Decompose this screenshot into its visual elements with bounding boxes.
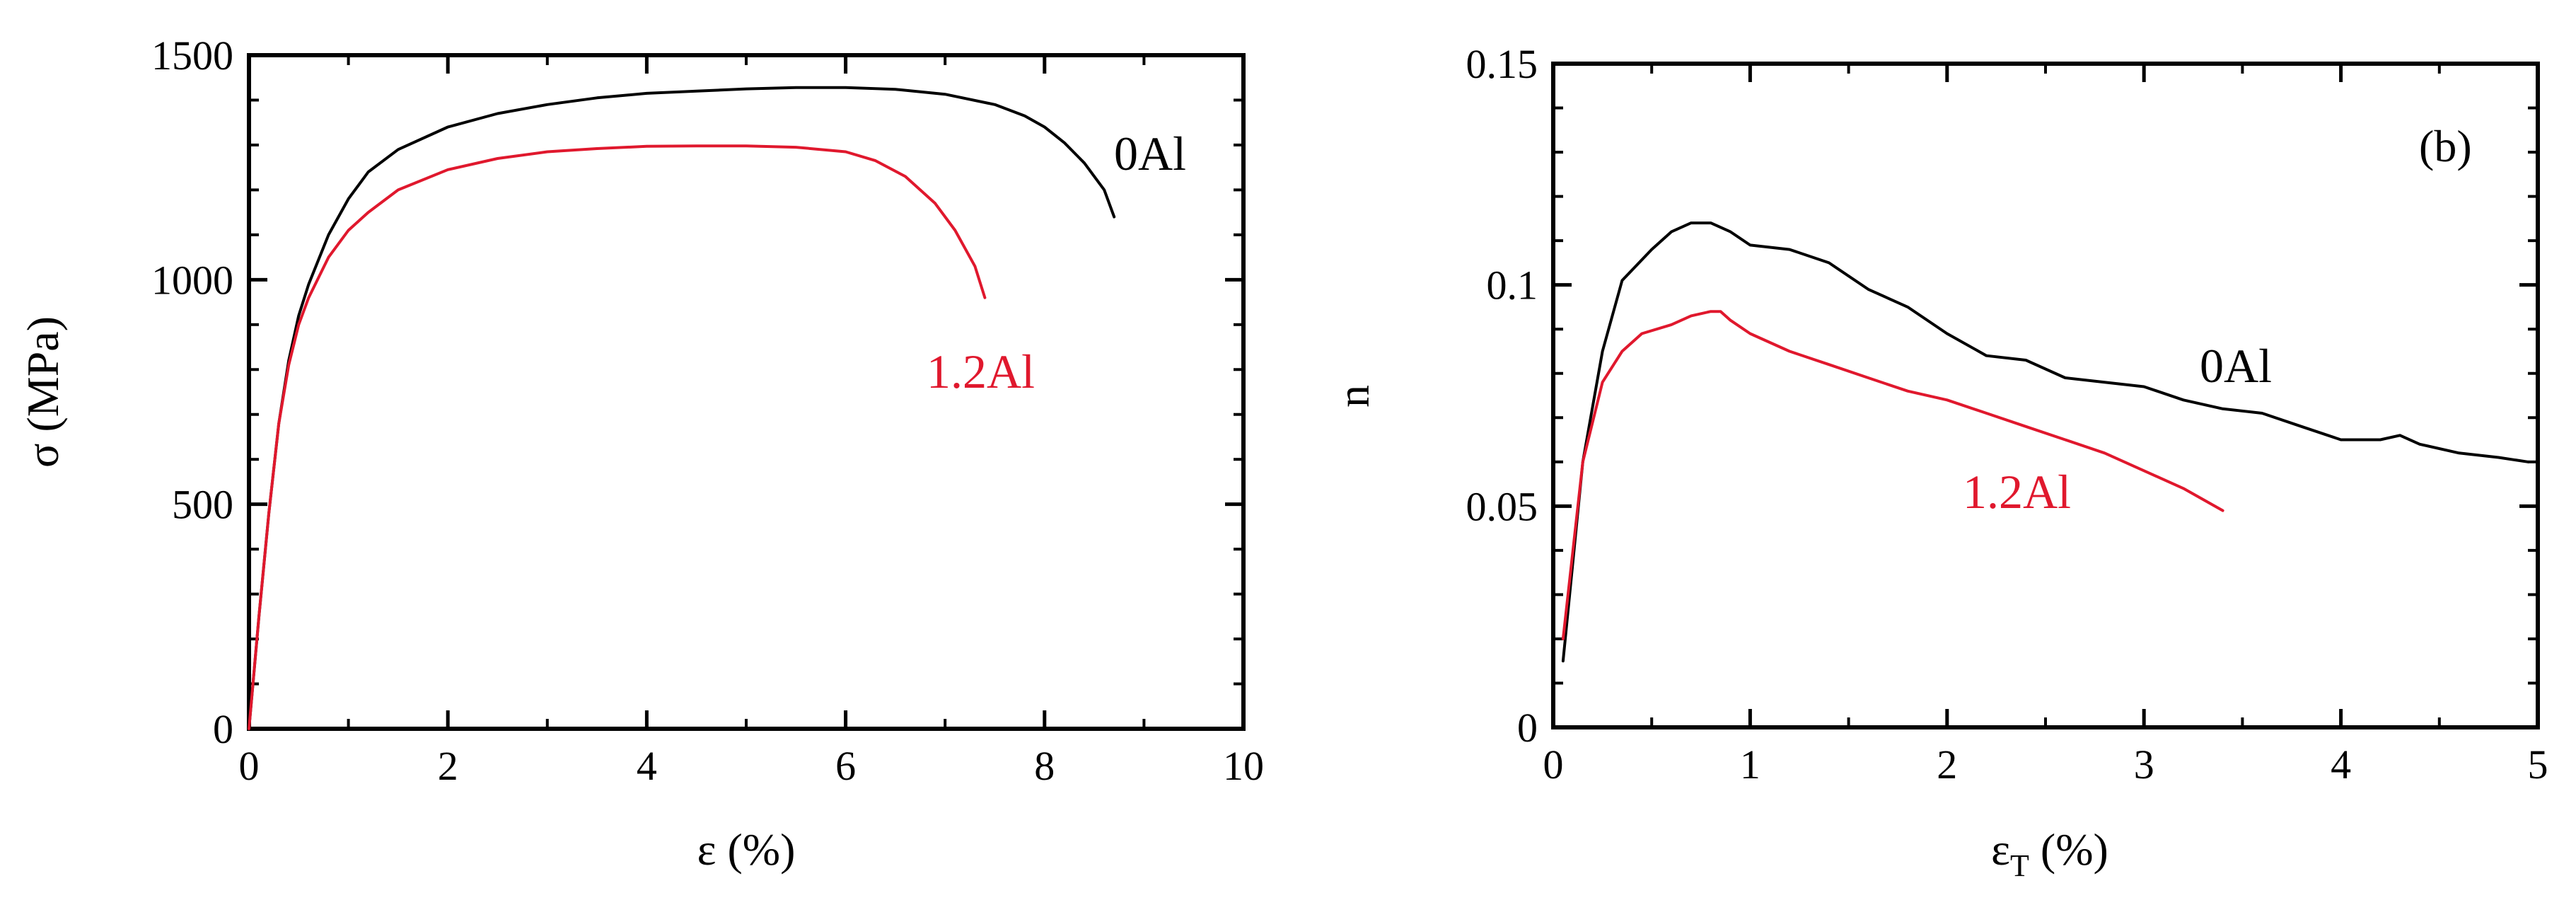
series-line-1-2al	[1561, 310, 2224, 640]
x-tick-label: 10	[1223, 743, 1264, 789]
series-label-0al: 0Al	[1114, 127, 1186, 180]
plot-frame	[247, 53, 1246, 731]
x-tick-label: 6	[835, 743, 856, 789]
x-tick-label: 2	[438, 743, 458, 789]
y-tick-label: 500	[172, 482, 233, 528]
y-axis-label: n	[1328, 385, 1379, 408]
series-lines	[1561, 221, 2530, 663]
series-line-1-2al	[248, 144, 987, 730]
y-axis-label: σ (MPa)	[18, 316, 68, 468]
tick-marks	[247, 53, 1246, 731]
x-tick-label: 0	[1543, 742, 1564, 788]
x-tick-label: 3	[2134, 742, 2154, 788]
series-label-1-2al: 1.2Al	[927, 345, 1035, 398]
y-tick-label: 0.1	[1487, 262, 1538, 308]
y-tick-label: 0	[1517, 705, 1538, 751]
x-tick-label: 1	[1740, 742, 1760, 788]
series-lines	[248, 86, 1116, 730]
x-axis-label-unit: (%)	[2029, 824, 2108, 875]
y-tick-label: 1000	[151, 257, 233, 303]
series-line-0al	[1561, 221, 2530, 663]
tick-marks	[1551, 62, 2540, 729]
stress-strain-chart: 0 2 4 6 8 10 0 500 1000 1500 0Al 1.2Al ε (%) σ (M…	[18, 33, 1264, 875]
series-label-1-2al: 1.2Al	[1963, 465, 2071, 519]
x-axis-label: ε (%)	[697, 824, 796, 875]
x-tick-label: 5	[2528, 742, 2548, 788]
n-value-chart: 0 1 2 3 4 500.050.10.15 (b) 0Al 1.2Al εT (%) …	[1328, 41, 2548, 883]
y-tick-label: 0.05	[1466, 483, 1538, 529]
x-axis-label-main: ε	[1991, 824, 2010, 875]
y-tick-label: 0	[213, 706, 233, 752]
x-tick-label: 4	[2331, 742, 2351, 788]
x-axis-label: εT (%)	[1991, 824, 2108, 883]
plot-frame	[1551, 62, 2540, 729]
x-tick-label: 4	[637, 743, 657, 789]
x-tick-label: 8	[1034, 743, 1055, 789]
x-tick-label: 0	[239, 743, 260, 789]
series-label-0al: 0Al	[2200, 339, 2272, 393]
y-tick-label: 0.15	[1466, 41, 1538, 87]
x-axis-label-subscript: T	[2010, 848, 2029, 883]
y-tick-label: 1500	[151, 33, 233, 79]
x-tick-label: 2	[1937, 742, 1957, 788]
series-line-0al	[248, 86, 1116, 730]
tick-labels: 0 1 2 3 4 5 0 0.05 0.1 0.15	[1466, 41, 2548, 788]
panel-label: (b)	[2419, 121, 2472, 171]
tick-labels: 0 2 4 6 8 10 0 500 1000 1500	[151, 33, 1264, 789]
